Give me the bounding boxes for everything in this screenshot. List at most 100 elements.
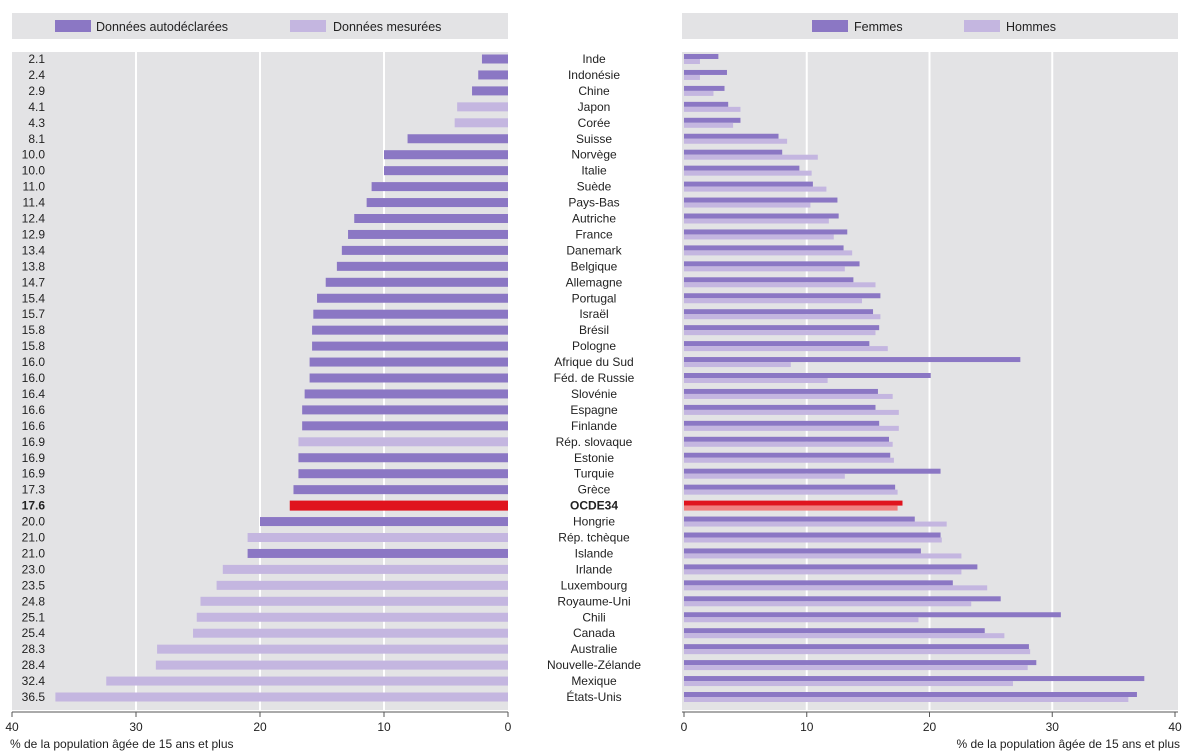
- country-label: Islande: [575, 546, 614, 560]
- country-label: Irlande: [576, 562, 613, 576]
- country-label: Pays-Bas: [568, 196, 619, 210]
- left-bar: [216, 580, 508, 590]
- left-bar: [304, 389, 508, 399]
- bar-men: [684, 697, 1129, 702]
- bar-women: [684, 69, 727, 75]
- value-label: 15.4: [22, 291, 46, 305]
- legend-label-measured: Données mesurées: [333, 20, 441, 34]
- bar-women: [684, 628, 985, 634]
- left-bar: [384, 150, 508, 160]
- value-label: 21.0: [22, 531, 46, 545]
- value-label: 28.3: [22, 642, 46, 656]
- legend-label-men: Hommes: [1006, 20, 1056, 34]
- right-tick-label: 20: [923, 720, 937, 734]
- bar-women: [684, 516, 915, 522]
- left-bar: [481, 54, 508, 64]
- bar-women: [684, 101, 729, 107]
- left-bar: [155, 660, 508, 670]
- value-label: 24.8: [22, 594, 46, 608]
- bar-men: [684, 601, 972, 607]
- value-label: 23.5: [22, 578, 46, 592]
- bar-women: [684, 309, 874, 315]
- value-label: 16.9: [22, 451, 46, 465]
- bar-women: [684, 404, 876, 410]
- left-bar: [309, 373, 508, 383]
- left-bar: [313, 309, 508, 319]
- country-label: Israël: [579, 307, 608, 321]
- left-bar: [371, 182, 508, 192]
- country-label: Afrique du Sud: [554, 355, 633, 369]
- bar-women: [684, 612, 1061, 618]
- bar-men: [684, 170, 812, 176]
- country-label: Portugal: [572, 291, 617, 305]
- bar-men: [684, 138, 788, 144]
- left-bar: [407, 134, 508, 144]
- value-label: 17.6: [22, 499, 46, 513]
- bar-men: [684, 425, 899, 431]
- country-label: Corée: [578, 116, 611, 130]
- bar-men: [684, 330, 876, 336]
- left-bar: [309, 357, 508, 367]
- value-label: 25.1: [22, 610, 46, 624]
- value-label: 2.1: [28, 52, 45, 66]
- bar-women: [684, 341, 870, 347]
- country-label: Mexique: [571, 674, 617, 688]
- bar-women: [684, 532, 941, 538]
- country-label: OCDE34: [570, 499, 618, 513]
- bar-women: [684, 420, 880, 426]
- country-label: Chine: [578, 84, 610, 98]
- country-label: Rép. slovaque: [556, 435, 633, 449]
- country-label: Estonie: [574, 451, 614, 465]
- bar-women: [684, 54, 719, 59]
- bar-women: [684, 165, 800, 171]
- value-label: 8.1: [28, 132, 45, 146]
- country-label: Belgique: [571, 259, 618, 273]
- value-label: 17.3: [22, 483, 46, 497]
- bar-men: [684, 234, 834, 240]
- bar-men: [684, 457, 894, 463]
- country-label: Australie: [571, 642, 618, 656]
- left-bar: [200, 596, 509, 606]
- value-label: 2.4: [28, 68, 45, 82]
- left-bar: [298, 453, 508, 463]
- bar-women: [684, 149, 783, 155]
- left-tick-label: 40: [5, 720, 19, 734]
- country-label: Royaume-Uni: [557, 594, 630, 608]
- bar-women: [684, 500, 903, 506]
- bar-women: [684, 181, 813, 187]
- value-label: 10.0: [22, 164, 46, 178]
- left-bar: [298, 437, 508, 447]
- bar-women: [684, 325, 880, 331]
- country-label: États-Unis: [566, 689, 621, 704]
- bar-men: [684, 521, 947, 527]
- left-bar: [384, 166, 508, 176]
- right-tick-label: 30: [1046, 720, 1060, 734]
- bar-women: [684, 197, 838, 203]
- value-label: 12.9: [22, 227, 46, 241]
- bar-men: [684, 537, 942, 543]
- country-label: Finlande: [571, 419, 617, 433]
- bar-women: [684, 484, 896, 490]
- legend-label-self-reported: Données autodéclarées: [96, 20, 228, 34]
- bar-women: [684, 213, 839, 219]
- left-x-axis-label: % de la population âgée de 15 ans et plu…: [10, 737, 234, 751]
- bar-men: [684, 362, 791, 368]
- left-bar: [106, 676, 509, 686]
- bar-women: [684, 357, 1021, 363]
- bar-men: [684, 59, 700, 64]
- country-label: Allemagne: [566, 275, 623, 289]
- bar-women: [684, 580, 953, 586]
- value-label: 20.0: [22, 515, 46, 529]
- bar-men: [684, 266, 845, 272]
- value-label: 11.4: [23, 196, 46, 210]
- country-label: Luxembourg: [561, 578, 628, 592]
- country-label: Autriche: [572, 212, 616, 226]
- country-label: Canada: [573, 626, 615, 640]
- value-label: 15.7: [22, 307, 46, 321]
- value-label: 16.0: [22, 355, 46, 369]
- left-bar: [55, 692, 509, 702]
- left-bar: [457, 102, 508, 112]
- bar-men: [684, 441, 893, 447]
- value-label: 12.4: [22, 212, 46, 226]
- value-label: 13.8: [22, 259, 46, 273]
